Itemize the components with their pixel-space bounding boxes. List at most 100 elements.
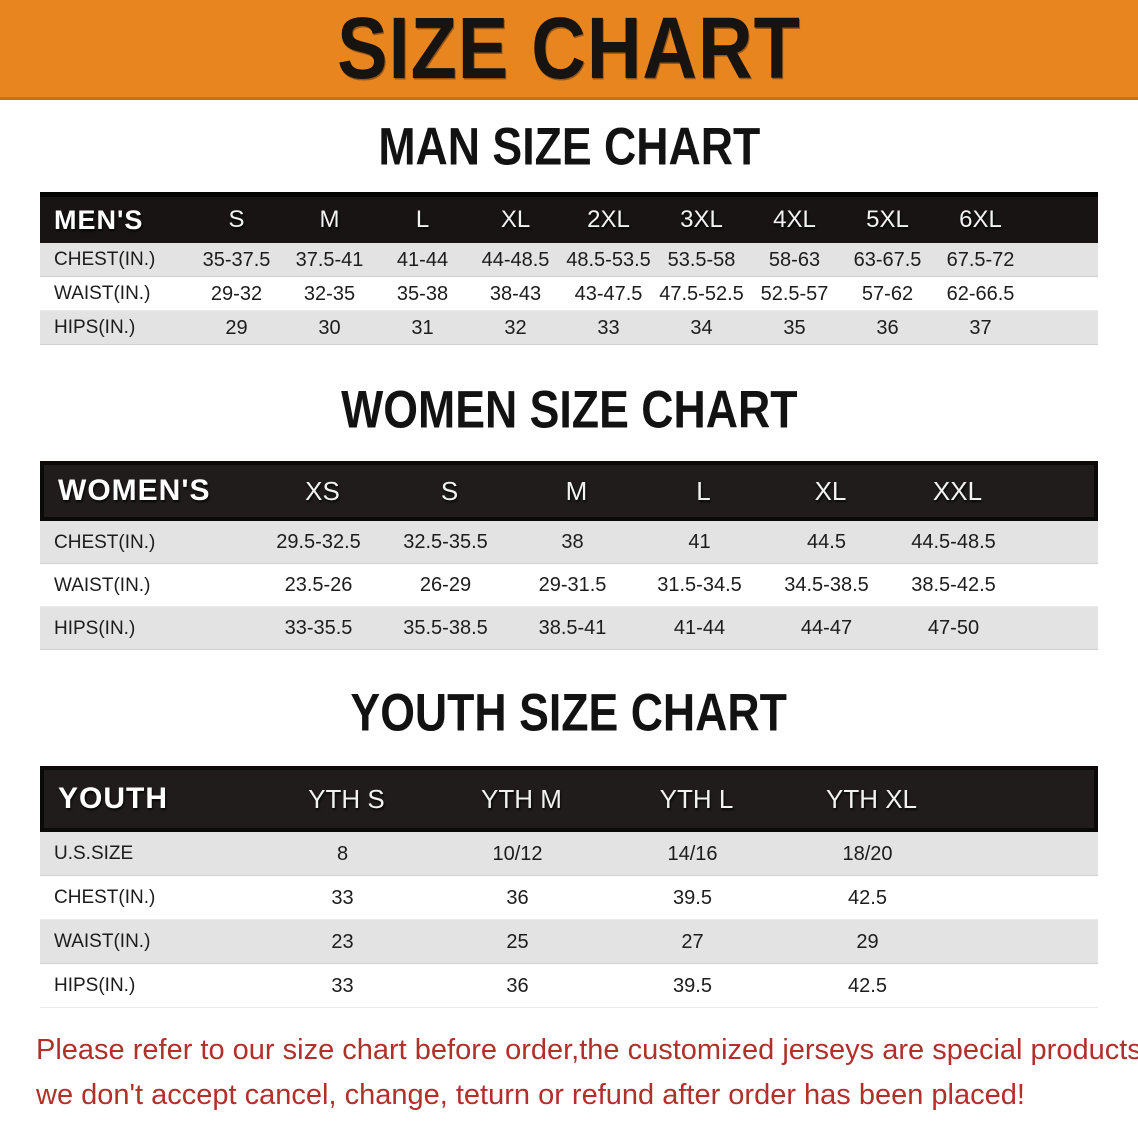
measurement-value: 57-62 [861,282,914,305]
measurement-value: 23 [331,930,354,953]
measurement-value: 38.5-41 [538,617,607,639]
size-column-header: 2XL [587,206,630,233]
row-label: HIPS(IN.) [54,317,136,338]
measurement-value: 48.5-53.5 [566,248,651,271]
measurement-value: 31 [411,316,434,339]
measurement-value: 32-35 [303,282,356,305]
measurement-value: 47-50 [927,617,980,639]
men-size-table: MEN'S S M L XL 2XL 3XL 4XL 5XL 6XL CHEST(IN.) 35-37… [40,192,1098,345]
size-column-header: 3XL [680,206,723,233]
table-header-row: MEN'S S M L XL 2XL 3XL 4XL 5XL 6XL [40,192,1098,243]
table-header-label: WOMEN'S [58,474,211,507]
size-column-header: XS [305,475,340,506]
measurement-value: 41 [688,531,711,553]
measurement-value: 43-47.5 [574,282,643,305]
measurement-value: 52.5-57 [760,282,829,305]
row-label: HIPS(IN.) [54,617,136,639]
table-row: HIPS(IN.) 33-35.5 35.5-38.5 38.5-41 41-44 44-… [40,607,1098,650]
table-row: CHEST(IN.) 35-37.5 37.5-41 41-44 44-48.5 48.5… [40,243,1098,277]
size-column-header: YTH L [659,783,734,814]
measurement-value: 63-67.5 [853,248,922,271]
measurement-value: 41-44 [673,617,726,639]
measurement-value: 53.5-58 [667,248,736,271]
table-row: CHEST(IN.) 29.5-32.5 32.5-35.5 38 41 44.5 44.5… [40,521,1098,564]
youth-size-table: YOUTH YTH S YTH M YTH L YTH XL U.S.SIZE 8 10/12… [40,766,1098,1008]
measurement-value: 36 [876,316,899,339]
measurement-value: 32 [504,316,527,339]
measurement-value: 34.5-38.5 [784,574,869,596]
measurement-value: 26-29 [419,574,472,596]
table-row: WAIST(IN.) 23.5-26 26-29 29-31.5 31.5-34.5 34… [40,564,1098,607]
measurement-value: 42.5 [848,886,887,909]
measurement-value: 8 [336,842,349,865]
size-column-header: XL [500,206,531,233]
youth-size-chart-heading-text: YOUTH SIZE CHART [350,684,788,743]
table-row: CHEST(IN.) 33 36 39.5 42.5 [40,876,1098,920]
size-chart-banner: SIZE CHART [0,0,1138,100]
measurement-value: 38-43 [489,282,542,305]
table-row: HIPS(IN.) 33 36 39.5 42.5 [40,964,1098,1008]
man-size-chart-heading: MAN SIZE CHART [0,118,1138,177]
measurement-value: 44-48.5 [481,248,550,271]
measurement-value: 29 [856,930,879,953]
measurement-value: 39.5 [673,886,712,909]
table-row: U.S.SIZE 8 10/12 14/16 18/20 [40,832,1098,876]
measurement-value: 29-31.5 [538,574,607,596]
size-column-header: M [319,206,340,233]
measurement-value: 38 [561,531,584,553]
size-column-header: 6XL [959,206,1002,233]
measurement-value: 18/20 [842,842,893,865]
banner-title: SIZE CHART [337,0,801,98]
measurement-value: 31.5-34.5 [657,574,742,596]
table-header-row: YOUTH YTH S YTH M YTH L YTH XL [40,766,1098,832]
measurement-value: 62-66.5 [946,282,1015,305]
measurement-value: 29 [225,316,248,339]
measurement-value: 32.5-35.5 [403,531,488,553]
row-label: WAIST(IN.) [54,574,151,596]
measurement-value: 35-38 [396,282,449,305]
size-column-header: L [696,475,711,506]
youth-size-chart-heading: YOUTH SIZE CHART [0,684,1138,743]
size-column-header: YTH S [308,783,385,814]
measurement-value: 30 [318,316,341,339]
measurement-value: 39.5 [673,974,712,997]
measurement-value: 44.5 [807,531,846,553]
measurement-value: 10/12 [492,842,543,865]
table-row: HIPS(IN.) 29 30 31 32 33 34 35 36 37 [40,311,1098,345]
measurement-value: 36 [506,974,529,997]
measurement-value: 38.5-42.5 [911,574,996,596]
measurement-value: 42.5 [848,974,887,997]
size-column-header: YTH XL [825,783,918,814]
row-label: CHEST(IN.) [54,249,156,270]
measurement-value: 27 [681,930,704,953]
measurement-value: 47.5-52.5 [659,282,744,305]
measurement-value: 33 [597,316,620,339]
table-row: WAIST(IN.) 29-32 32-35 35-38 38-43 43-47.5 47.… [40,277,1098,311]
table-header-label: MEN'S [54,204,144,235]
measurement-value: 35 [783,316,806,339]
measurement-value: 67.5-72 [946,248,1015,271]
disclaimer-line-2: we don't accept cancel, change, teturn o… [36,1079,1025,1111]
row-label: WAIST(IN.) [54,931,151,952]
measurement-value: 33-35.5 [284,617,353,639]
size-column-header: XXL [932,475,983,506]
measurement-value: 25 [506,930,529,953]
measurement-value: 34 [690,316,713,339]
size-column-header: S [228,206,245,233]
measurement-value: 29-32 [210,282,263,305]
women-size-chart-heading-text: WOMEN SIZE CHART [340,381,798,440]
measurement-value: 35.5-38.5 [403,617,488,639]
women-size-chart-heading: WOMEN SIZE CHART [0,381,1138,440]
disclaimer-text: Please refer to our size chart before or… [0,1028,1138,1118]
row-label: CHEST(IN.) [54,887,156,908]
row-label: CHEST(IN.) [54,531,156,553]
table-header-label: YOUTH [58,782,168,815]
measurement-value: 33 [331,886,354,909]
disclaimer-line-1: Please refer to our size chart before or… [36,1034,1138,1066]
measurement-value: 37 [969,316,992,339]
man-size-chart-heading-text: MAN SIZE CHART [378,118,760,177]
size-column-header: M [565,475,588,506]
size-column-header: 5XL [866,206,909,233]
measurement-value: 37.5-41 [295,248,364,271]
size-column-header: YTH M [481,783,562,814]
